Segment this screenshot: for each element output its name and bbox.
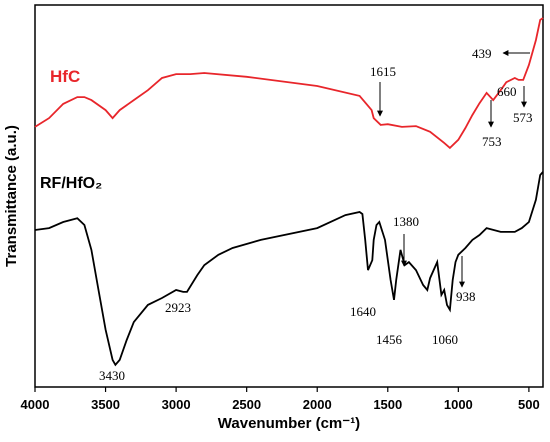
peak-label: 1456 (376, 332, 403, 347)
peak-label: 439 (472, 46, 492, 61)
peak-label: 753 (482, 134, 502, 149)
spectrum-line (34, 17, 544, 150)
series-label: RF/HfO₂ (40, 175, 102, 192)
x-tick-label: 2500 (232, 397, 261, 412)
x-axis-label: Wavenumber (cm⁻¹) (218, 415, 360, 432)
peak-label: 3430 (99, 368, 125, 383)
x-tick-label: 3000 (162, 397, 191, 412)
series-label: HfC (50, 67, 80, 86)
x-tick-label: 4000 (21, 397, 50, 412)
x-tick-label: 2000 (303, 397, 332, 412)
peak-label: 1060 (432, 332, 458, 347)
peak-label: 2923 (165, 300, 191, 315)
peak-label: 1380 (393, 214, 419, 229)
y-axis-label: Transmittance (a.u.) (3, 125, 20, 267)
peak-label: 938 (456, 289, 476, 304)
x-tick-label: 500 (518, 397, 540, 412)
peak-label: 660 (497, 84, 517, 99)
arrows (377, 50, 530, 288)
peak-label: 1615 (370, 64, 396, 79)
x-tick-label: 1000 (444, 397, 473, 412)
plot-frame (34, 4, 544, 388)
x-tick-label: 3500 (91, 397, 120, 412)
peak-label: 573 (513, 110, 533, 125)
x-tick-label: 1500 (373, 397, 402, 412)
spectrum-line (34, 171, 544, 367)
peak-label: 1640 (350, 304, 376, 319)
